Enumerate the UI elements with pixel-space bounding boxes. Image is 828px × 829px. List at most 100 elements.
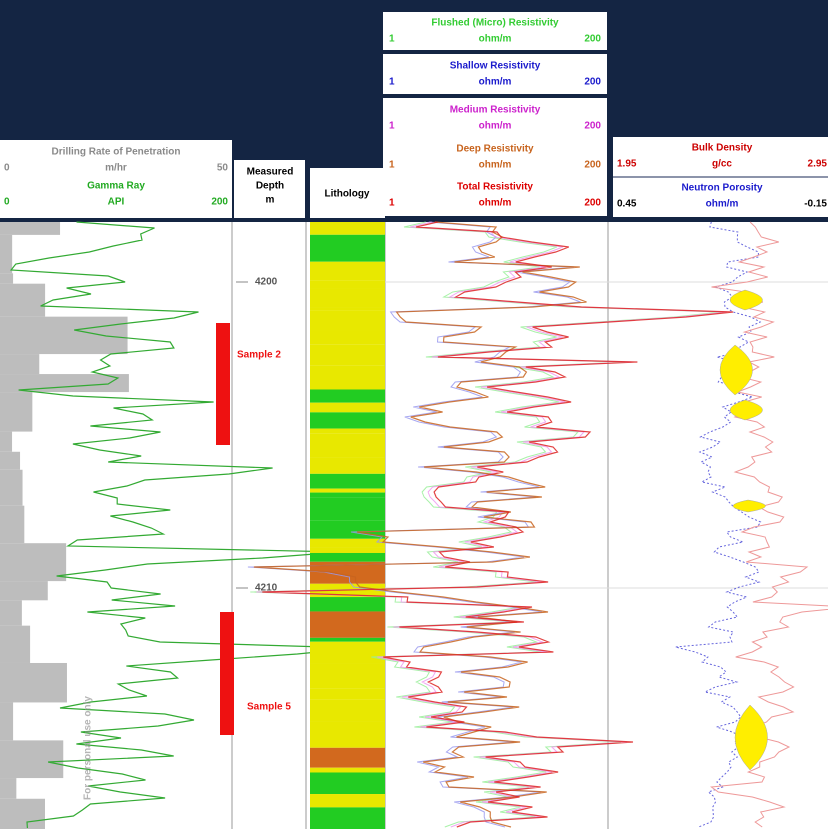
rop-fill [0, 431, 13, 452]
header-box [234, 160, 305, 218]
depth-label: 4200 [255, 277, 278, 288]
curve-name: Flushed (Micro) Resistivity [431, 18, 559, 29]
lithology-layer [310, 307, 385, 311]
lithology-layer [310, 412, 385, 429]
depth-label: 4210 [255, 583, 278, 594]
lithology-layer [310, 433, 385, 458]
lithology-layer [310, 663, 385, 689]
rop-fill [0, 778, 17, 799]
curve-min: 1 [389, 77, 395, 88]
lithology-layer [310, 402, 385, 413]
lithology-layer [310, 497, 385, 521]
curve-min: 0.45 [617, 199, 637, 210]
rop-fill [0, 662, 67, 703]
curve-unit: ohm/m [479, 77, 512, 88]
curve-unit: API [108, 197, 125, 208]
lithology-layer [310, 688, 385, 700]
gamma-ray-curve [9, 221, 358, 829]
rop-fill [0, 600, 22, 626]
depth-header: Measured [247, 167, 294, 178]
header-box [0, 140, 232, 218]
neutron-curve [675, 221, 762, 828]
rop-fill [0, 354, 40, 375]
lithology-layer [310, 330, 385, 345]
lithology-layer [310, 389, 385, 403]
curve-name: Deep Resistivity [456, 144, 534, 155]
resistivity-curve [253, 221, 587, 828]
lithology-layer [310, 280, 385, 289]
rop-fill [0, 234, 13, 274]
rop-fill [0, 316, 128, 355]
lithology-layer [310, 538, 385, 548]
header-box [383, 12, 607, 50]
curve-min: 1 [389, 198, 395, 209]
rop-fill [0, 283, 46, 317]
curve-min: 1.95 [617, 159, 637, 170]
curve-max: 200 [584, 34, 601, 45]
curve-max: 50 [217, 163, 229, 174]
curve-unit: ohm/m [706, 199, 739, 210]
lithology-layer [310, 561, 385, 584]
curve-unit: ohm/m [479, 160, 512, 171]
curve-name: Drilling Rate of Penetration [52, 147, 181, 158]
resistivity-curve [262, 221, 734, 828]
lithology-layer [310, 428, 385, 434]
rop-fill [0, 581, 48, 601]
lithology-layer [310, 261, 385, 281]
lithology-layer [310, 611, 385, 638]
lithology-layer [310, 747, 385, 768]
curve-max: 200 [584, 121, 601, 132]
lithology-layer [310, 344, 385, 366]
curve-unit: g/cc [712, 159, 732, 170]
lithology-layer [310, 641, 385, 664]
curve-name: Medium Resistivity [450, 105, 541, 116]
lithology-layer [310, 807, 385, 829]
crossover-fill [734, 704, 768, 771]
track-bg [0, 222, 828, 829]
depth-header: m [266, 195, 275, 206]
curve-unit: ohm/m [479, 198, 512, 209]
curve-name: Bulk Density [692, 143, 753, 154]
rop-fill [0, 505, 25, 544]
curve-unit: m/hr [105, 163, 127, 174]
sample-bar [220, 612, 234, 735]
curve-min: 1 [389, 121, 395, 132]
curve-max: 200 [211, 197, 228, 208]
curve-max: 2.95 [808, 159, 828, 170]
curve-unit: ohm/m [479, 121, 512, 132]
lithology-layer [310, 699, 385, 722]
curve-max: -0.15 [804, 199, 827, 210]
watermark: For personal use only [83, 696, 94, 800]
rop-fill [0, 625, 31, 663]
curve-unit: ohm/m [479, 34, 512, 45]
rop-fill [0, 543, 67, 582]
rop-fill [0, 702, 14, 741]
lithology-layer [310, 772, 385, 795]
lithology-layer [310, 457, 385, 474]
curve-name: Shallow Resistivity [450, 61, 541, 72]
curve-name: Neutron Porosity [681, 183, 763, 194]
lithology-layer [310, 794, 385, 808]
rop-fill [0, 392, 33, 432]
lithology-layer [310, 365, 385, 390]
lithology-layer [310, 488, 385, 493]
crossover-fill [732, 499, 766, 513]
curve-min: 0 [4, 163, 10, 174]
lithology-layer [310, 597, 385, 612]
lithology-layer [310, 473, 385, 489]
sample-label: Sample 5 [247, 702, 291, 713]
curve-name: Total Resistivity [457, 182, 533, 193]
curve-min: 0 [4, 197, 10, 208]
lithology-layer [310, 767, 385, 773]
lithology-layer [310, 552, 385, 562]
lithology-layer [310, 288, 385, 308]
header-box [383, 98, 607, 216]
curve-max: 200 [584, 160, 601, 171]
lithology-layer [310, 547, 385, 553]
curve-name: Gamma Ray [87, 181, 145, 192]
header-box [383, 54, 607, 94]
lithology-layer [310, 637, 385, 642]
lithology-header: Lithology [325, 189, 370, 200]
